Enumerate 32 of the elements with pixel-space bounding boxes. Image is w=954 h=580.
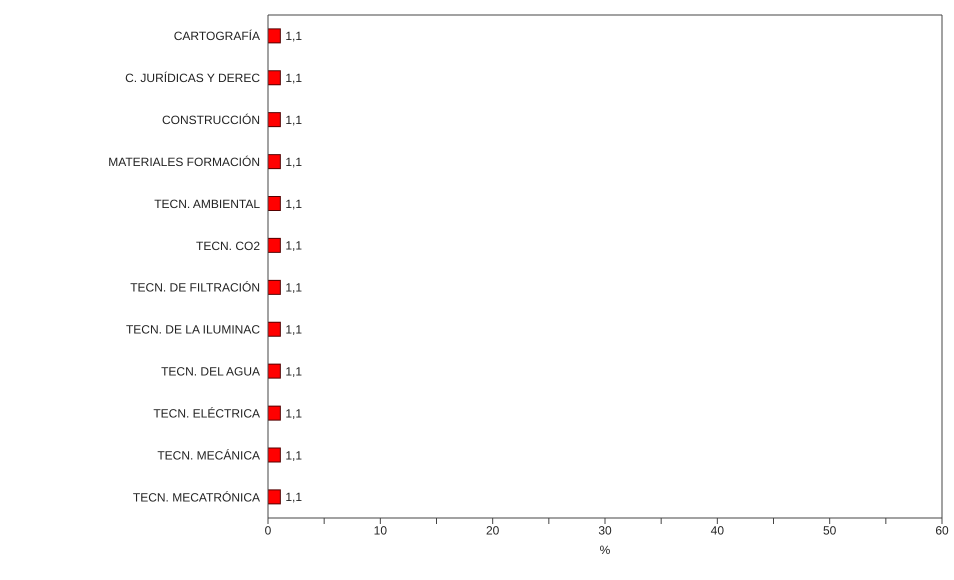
data-label: 1,1	[285, 364, 302, 378]
x-tick-label: 60	[935, 524, 949, 538]
data-label: 1,1	[285, 280, 302, 295]
data-label: 1,1	[285, 71, 302, 86]
y-tick-label: TECN. DE LA ILUMINAC	[126, 322, 260, 337]
y-tick-label: TECN. DE FILTRACIÓN	[130, 280, 260, 295]
y-tick-label: TECN. DEL AGUA	[161, 364, 260, 379]
x-tick-label: 20	[486, 524, 500, 538]
data-label: 1,1	[285, 490, 302, 504]
x-tick-label: 40	[710, 524, 724, 538]
y-tick-label: TECN. ELÉCTRICA	[153, 406, 260, 420]
x-tick-label: 0	[264, 524, 272, 538]
data-label: 1,1	[285, 322, 302, 337]
data-label: 1,1	[285, 29, 302, 44]
y-tick-label: TECN. MECATRÓNICA	[132, 490, 260, 504]
y-tick-label: TECN. MECÁNICA	[157, 448, 260, 462]
data-label: 1,1	[285, 154, 302, 169]
y-tick-label: C. JURÍDICAS Y DEREC	[125, 71, 260, 86]
y-tick-label: TECN. AMBIENTAL	[154, 196, 260, 211]
x-tick-label: 50	[822, 524, 837, 538]
data-label: 1,1	[285, 196, 302, 211]
y-tick-label: TECN. CO2	[196, 238, 260, 253]
y-tick-label: CARTOGRAFÍA	[174, 29, 260, 44]
data-label: 1,1	[285, 238, 302, 253]
y-tick-label: MATERIALES FORMACIÓN	[108, 154, 260, 169]
data-label: 1,1	[285, 448, 302, 462]
data-label: 1,1	[285, 112, 302, 127]
x-tick-label: 30	[598, 524, 612, 538]
x-tick-label: 10	[374, 524, 388, 538]
x-axis-title: %	[600, 543, 611, 557]
y-tick-label: CONSTRUCCIÓN	[162, 113, 260, 128]
data-label: 1,1	[285, 406, 302, 420]
